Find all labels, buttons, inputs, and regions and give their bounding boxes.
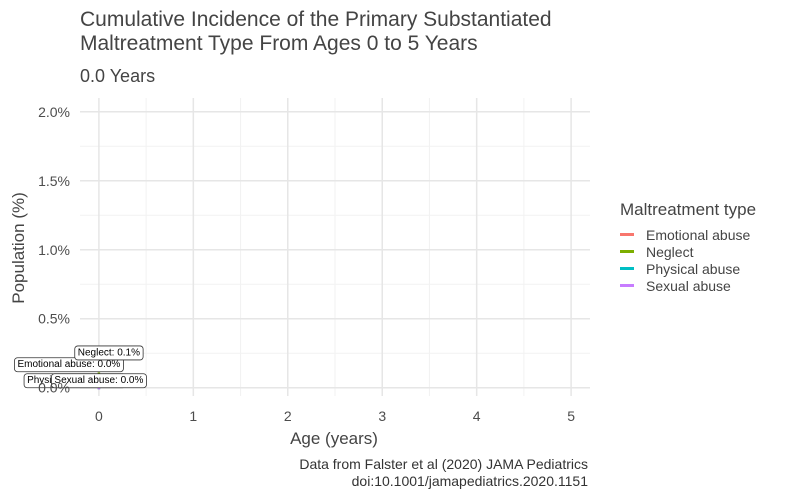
y-tick-label: 1.0% xyxy=(38,242,70,258)
legend-label: Emotional abuse xyxy=(646,226,751,243)
legend-label: Neglect xyxy=(646,243,694,260)
data-label: Neglect: 0.1% xyxy=(74,345,144,361)
x-axis-label: Age (years) xyxy=(290,429,378,448)
data-label: Emotional abuse: 0.0% xyxy=(14,357,124,373)
x-tick-label: 1 xyxy=(189,408,197,424)
legend-item: Physical abuse xyxy=(620,260,756,277)
legend-label: Physical abuse xyxy=(646,260,741,277)
y-tick-label: 0.0% xyxy=(38,380,70,396)
data-label: Sexual abuse: 0.0% xyxy=(51,373,147,389)
legend-key xyxy=(620,250,634,253)
y-tick-label: 2.0% xyxy=(38,104,70,120)
y-tick-label: 0.5% xyxy=(38,311,70,327)
legend-item: Neglect xyxy=(620,243,756,260)
legend-key xyxy=(620,267,634,270)
data-label-text: Neglect: 0.1% xyxy=(78,347,140,358)
chart-title-line-2: Maltreatment Type From Ages 0 to 5 Years xyxy=(80,32,478,55)
legend-item: Sexual abuse xyxy=(620,277,756,294)
chart-title-line-1: Cumulative Incidence of the Primary Subs… xyxy=(80,8,552,31)
x-tick-label: 4 xyxy=(473,408,481,424)
data-label-text: Sexual abuse: 0.0% xyxy=(54,375,143,386)
legend-label: Sexual abuse xyxy=(646,277,731,294)
caption-line-2: doi:10.1001/jamapediatrics.2020.1151 xyxy=(351,473,588,489)
legend: Maltreatment type Emotional abuse Neglect… xyxy=(620,200,756,294)
data-label-box xyxy=(14,357,124,373)
chart-title: Cumulative Incidence of the Primary Subs… xyxy=(80,8,552,56)
data-label-box xyxy=(74,345,144,361)
legend-key xyxy=(620,233,634,236)
legend-title: Maltreatment type xyxy=(620,200,757,219)
grid-major xyxy=(80,98,590,396)
y-axis-label: Population (%) xyxy=(9,192,28,304)
data-label-box xyxy=(51,373,147,389)
x-tick-label: 2 xyxy=(284,408,292,424)
grid-minor xyxy=(80,98,590,396)
chart-subtitle: 0.0 Years xyxy=(80,66,156,86)
data-label-text: Emotional abuse: 0.0% xyxy=(17,359,120,370)
legend-items: Emotional abuse Neglect Physical abuse Sexu… xyxy=(620,226,756,294)
chart-caption: Data from Falster et al (2020) JAMA Pedi… xyxy=(299,456,588,490)
y-tick-label: 1.5% xyxy=(38,173,70,189)
legend-key xyxy=(620,284,634,287)
y-axis-ticks: 0.0% 0.5% 1.0% 1.5% 2.0% xyxy=(38,104,70,396)
x-tick-label: 3 xyxy=(378,408,386,424)
legend-item: Emotional abuse xyxy=(620,226,756,243)
x-tick-label: 0 xyxy=(95,408,103,424)
x-axis-ticks: 0 1 2 3 4 5 xyxy=(95,408,575,424)
caption-line-1: Data from Falster et al (2020) JAMA Pedi… xyxy=(299,456,588,472)
data-labels: Emotional abuse: 0.0%Neglect: 0.1%Physic… xyxy=(14,345,147,389)
x-tick-label: 5 xyxy=(567,408,575,424)
